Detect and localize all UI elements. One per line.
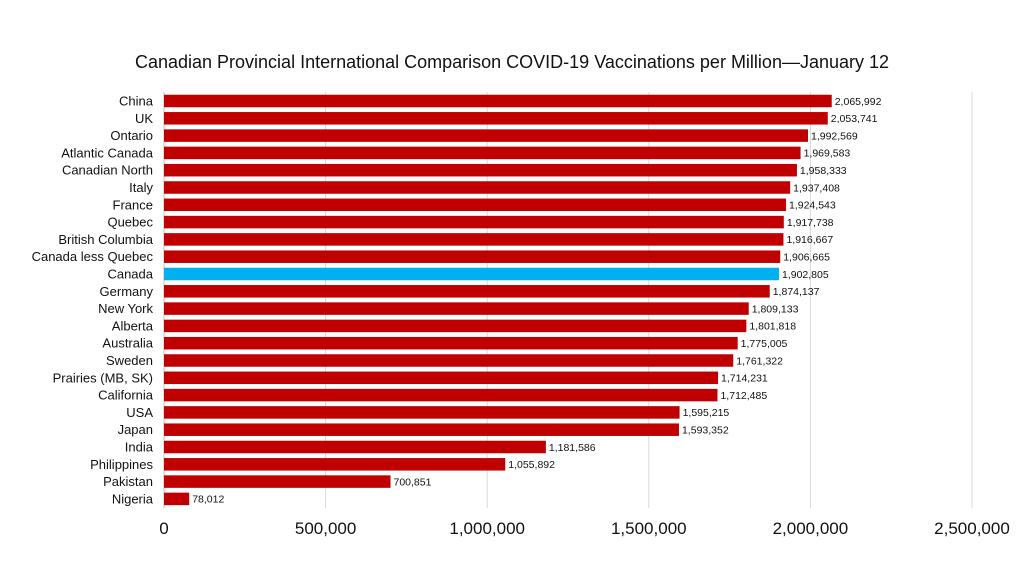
category-label: Philippines (90, 457, 153, 472)
category-label: Australia (102, 336, 153, 351)
bar (164, 354, 734, 367)
data-label: 1,916,667 (786, 234, 833, 246)
data-label: 1,801,818 (749, 321, 796, 333)
data-label: 2,053,741 (831, 113, 878, 125)
x-tick-label: 2,500,000 (934, 519, 1010, 538)
data-label: 2,065,992 (835, 96, 882, 108)
x-tick-label: 1,000,000 (449, 519, 525, 538)
category-label: Italy (129, 180, 153, 195)
category-label: New York (98, 301, 153, 316)
data-label: 1,917,738 (787, 217, 834, 229)
category-label: Alberta (112, 318, 154, 333)
bar (164, 319, 747, 333)
bar (164, 285, 770, 298)
category-label: Canada less Quebec (32, 249, 154, 264)
bar (164, 388, 718, 402)
data-label: 1,761,322 (736, 355, 783, 367)
category-label: Atlantic Canada (61, 145, 154, 160)
bar (164, 406, 680, 419)
bar (164, 371, 719, 385)
category-label: Prairies (MB, SK) (53, 370, 153, 385)
data-label: 1,969,583 (804, 148, 851, 160)
category-label: Canadian North (62, 163, 153, 178)
bar (164, 267, 779, 281)
data-label: 1,958,333 (800, 165, 847, 177)
category-label: Ontario (110, 128, 153, 143)
bar (164, 423, 679, 436)
bar (164, 94, 832, 108)
x-tick-label: 500,000 (295, 519, 356, 538)
bar (164, 181, 791, 194)
data-label: 1,593,352 (682, 425, 729, 437)
category-label: UK (135, 111, 153, 126)
category-label: India (125, 440, 154, 455)
data-label: 1,181,586 (549, 442, 596, 454)
category-label: Canada (107, 267, 153, 282)
category-label: California (98, 388, 154, 403)
x-tick-label: 2,000,000 (773, 519, 849, 538)
category-label: Japan (118, 422, 153, 437)
category-label: China (119, 94, 154, 109)
bar (164, 129, 808, 142)
data-label: 1,902,805 (782, 269, 829, 281)
category-label: Germany (100, 284, 154, 299)
bar (164, 198, 787, 212)
data-label: 1,775,005 (741, 338, 788, 350)
data-label: 1,595,215 (683, 407, 730, 419)
category-label: British Columbia (58, 232, 153, 247)
data-label: 1,937,408 (793, 182, 840, 194)
category-label: Nigeria (112, 491, 154, 506)
data-label: 1,809,133 (752, 303, 799, 315)
x-tick-label: 0 (159, 519, 168, 538)
x-tick-label: 1,500,000 (611, 519, 687, 538)
bar (164, 302, 749, 315)
bar (164, 475, 391, 488)
bar (164, 112, 828, 125)
category-label: Quebec (107, 215, 153, 230)
data-label: 1,055,892 (508, 459, 555, 471)
category-label: France (113, 197, 153, 212)
data-label: 1,712,485 (720, 390, 767, 402)
category-label: Pakistan (103, 474, 153, 489)
bar (164, 146, 801, 160)
data-label: 1,714,231 (721, 373, 768, 385)
data-label: 1,992,569 (811, 130, 858, 142)
data-label: 1,906,665 (783, 252, 830, 264)
bar (164, 440, 546, 454)
bar (164, 163, 797, 177)
data-label: 1,924,543 (789, 200, 836, 212)
bar (164, 492, 190, 506)
bar (164, 215, 784, 229)
data-label: 78,012 (192, 494, 224, 506)
bar (164, 250, 781, 263)
bar (164, 233, 784, 246)
data-label: 1,874,137 (773, 286, 820, 298)
chart-title: Canadian Provincial International Compar… (134, 52, 890, 72)
bar (164, 458, 506, 471)
category-label: Sweden (106, 353, 153, 368)
bar (164, 336, 738, 350)
data-label: 700,851 (394, 476, 432, 488)
category-label: USA (126, 405, 153, 420)
